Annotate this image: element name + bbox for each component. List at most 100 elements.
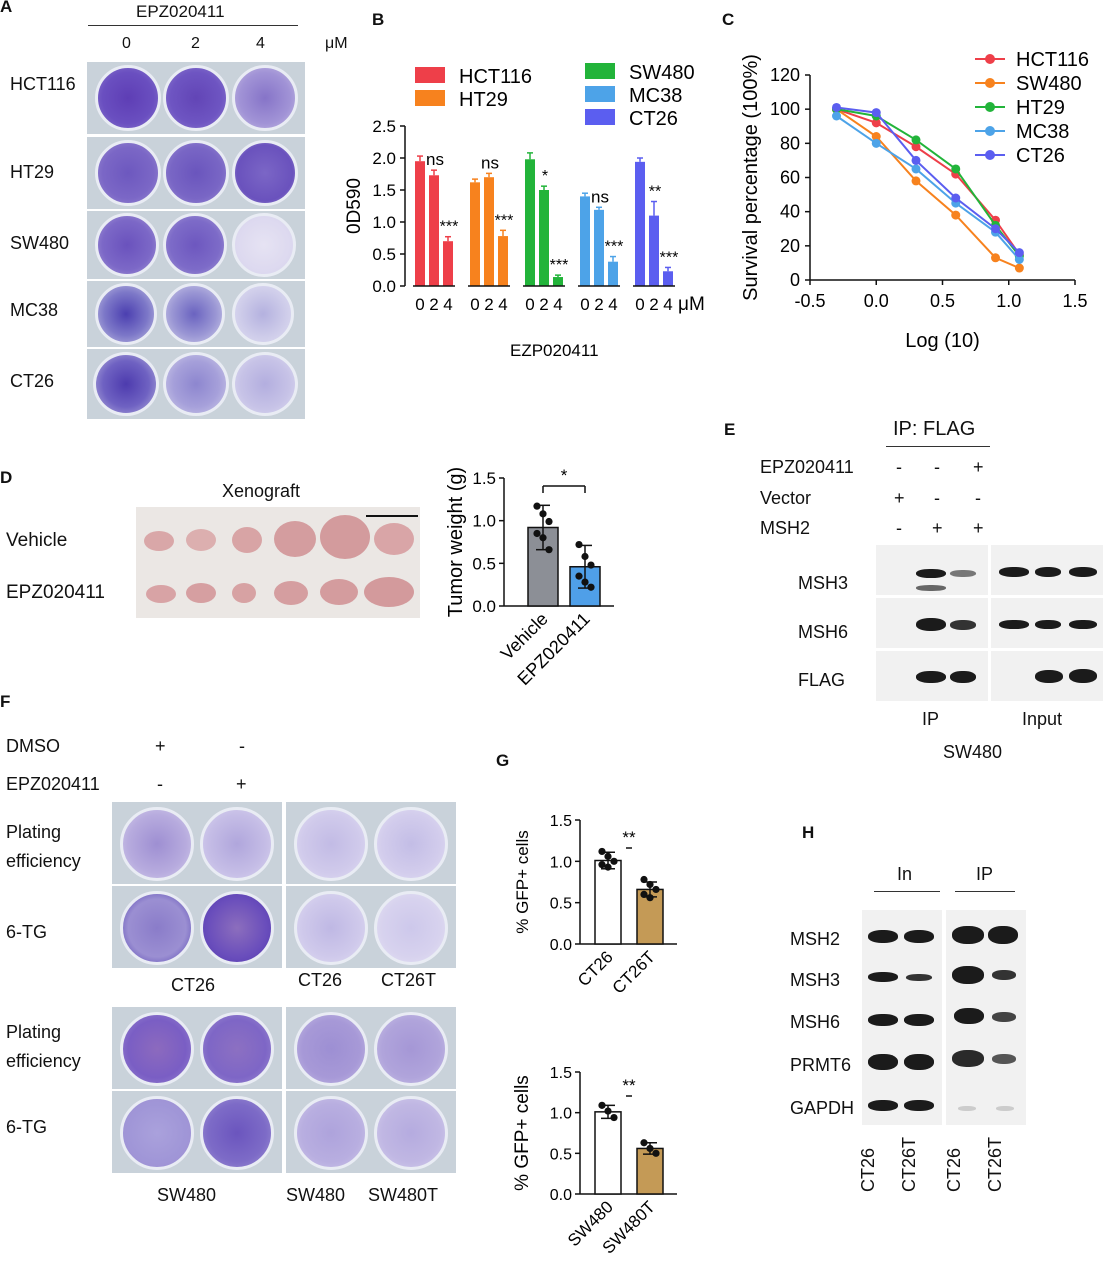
- significance-label: ns: [426, 150, 444, 169]
- legend-label: SW480: [629, 62, 695, 84]
- x-axis-label: Log (10): [905, 330, 980, 352]
- h-blot-msh3: MSH3: [790, 970, 841, 990]
- bar: [539, 190, 549, 286]
- x-tick-label: 1.0: [996, 291, 1021, 311]
- band: [958, 1106, 976, 1111]
- plate-f-ct26-6tg: [112, 886, 282, 968]
- x-tick-label: 0: [580, 295, 589, 314]
- legend-swatch: [585, 109, 615, 125]
- data-point: [575, 540, 583, 549]
- xeno-row-epz: EPZ020411: [6, 582, 105, 603]
- bar: [553, 277, 563, 286]
- data-point: [640, 890, 648, 898]
- panel-label-c: C: [722, 10, 735, 29]
- well-mc38-4: [232, 283, 294, 345]
- plate-f-ct26-ct26t-6tg: [286, 886, 456, 968]
- data-point: [871, 132, 881, 141]
- data-point: [604, 852, 612, 860]
- significance-label: *: [542, 168, 548, 185]
- well: [294, 1096, 368, 1170]
- data-point: [598, 847, 606, 856]
- well-sw480-4: [232, 213, 296, 277]
- significance-label: ***: [605, 239, 624, 256]
- sign: -: [934, 488, 940, 508]
- y-tick-label: 1.5: [550, 1065, 572, 1082]
- cell-line-sw480: SW480: [943, 742, 1003, 762]
- sign: -: [157, 774, 163, 794]
- data-point: [646, 894, 654, 902]
- well: [200, 1096, 274, 1170]
- well: [374, 1096, 448, 1170]
- significance-label: ***: [550, 257, 569, 274]
- band: [1035, 620, 1061, 629]
- well-sw480-0: [95, 213, 159, 277]
- x-axis-label: EZP020411: [510, 341, 599, 360]
- bar: [415, 161, 425, 286]
- sign: +: [973, 518, 984, 538]
- row-label-ct26: CT26: [10, 371, 55, 391]
- band: [1069, 669, 1097, 683]
- legend-swatch: [585, 86, 615, 102]
- well: [120, 1012, 194, 1086]
- bar: [498, 236, 508, 286]
- data-point: [646, 880, 654, 889]
- plate-sw480: [87, 211, 305, 279]
- well: [374, 891, 448, 965]
- y-tick-label: 100: [770, 99, 800, 119]
- y-axis-label: Survival percentage (100%): [740, 54, 762, 301]
- well-mc38-2: [163, 283, 225, 345]
- xeno-row-vehicle: Vehicle: [6, 530, 68, 551]
- dose-4: 4: [256, 35, 265, 52]
- plate-f-ct26-plating: [112, 802, 282, 884]
- blot-e-ip-msh6: [876, 598, 988, 648]
- tumor: [232, 583, 256, 603]
- data-point: [871, 138, 881, 148]
- band: [992, 970, 1016, 980]
- legend-label: HCT116: [459, 66, 532, 88]
- band: [1035, 567, 1061, 577]
- band: [868, 972, 898, 982]
- y-tick-label: 1.0: [372, 213, 396, 232]
- h-lane-3: CT26: [944, 1147, 964, 1192]
- band: [950, 671, 976, 683]
- band: [904, 1100, 934, 1111]
- h-line-in: [874, 891, 940, 892]
- y-tick-label: 2.5: [372, 117, 396, 136]
- tumor: [186, 583, 216, 603]
- bar: [580, 196, 590, 286]
- x-tick-label: 0: [470, 295, 479, 314]
- blot-e-ip-flag: [876, 651, 988, 701]
- dose-2: 2: [191, 35, 200, 52]
- blot-label-msh3: MSH3: [798, 573, 849, 593]
- data-point: [581, 552, 589, 561]
- legend-label: HT29: [459, 89, 508, 111]
- x-tick-label: 4: [443, 295, 452, 314]
- cond-epz: EPZ020411: [760, 457, 854, 477]
- tumor: [320, 515, 370, 559]
- band: [868, 1014, 898, 1026]
- f-label-ct26-b: CT26: [298, 970, 343, 990]
- well-hct116-2: [163, 65, 229, 131]
- bar: [525, 159, 535, 286]
- panel-label-a: A: [0, 0, 13, 16]
- row-label-sw480: SW480: [10, 233, 70, 253]
- bar: [443, 241, 453, 286]
- blot-label-msh6: MSH6: [798, 622, 849, 642]
- f-row-6tg-top: 6-TG: [6, 922, 48, 942]
- treatment-line: [88, 25, 298, 26]
- significance-label: **: [622, 1076, 636, 1095]
- y-tick-label: 0.5: [550, 1146, 572, 1163]
- blot-label-flag: FLAG: [798, 670, 846, 690]
- tumor: [144, 531, 174, 551]
- data-point: [646, 1144, 654, 1153]
- well: [294, 1012, 368, 1086]
- h-blot-msh6: MSH6: [790, 1012, 841, 1032]
- dose-0: 0: [122, 35, 131, 52]
- plate-f-ct26-ct26t-plating: [286, 802, 456, 884]
- band: [1035, 670, 1063, 683]
- bar: [594, 859, 622, 945]
- x-tick-label: -0.5: [794, 291, 825, 311]
- plate-f-sw480-sw480t-plating: [286, 1007, 456, 1089]
